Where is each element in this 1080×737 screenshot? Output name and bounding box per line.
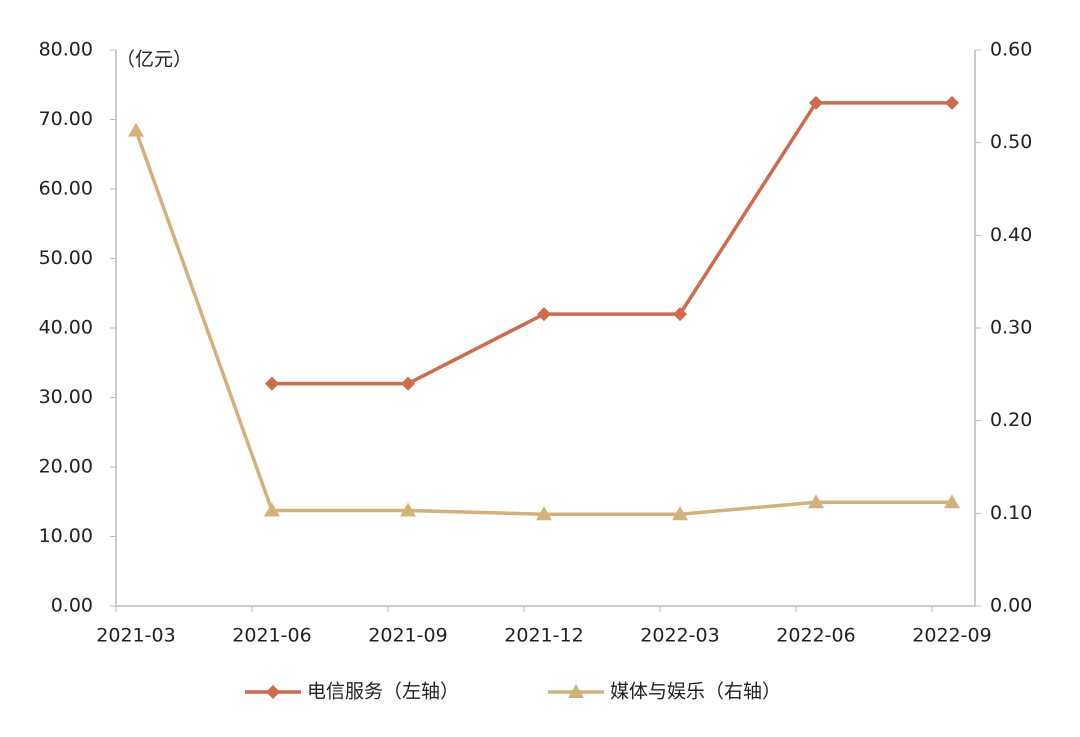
y2-tick-label: 0.50 [990, 131, 1032, 153]
point [400, 502, 416, 517]
y-tick-label: 10.00 [39, 525, 93, 547]
point [672, 506, 688, 521]
point [536, 506, 552, 521]
y2-tick-label: 0.00 [990, 595, 1032, 617]
point [265, 376, 279, 391]
y-tick-label: 60.00 [39, 178, 93, 200]
y-unit-label: （亿元） [116, 49, 192, 71]
legend-label: 电信服务（左轴） [307, 681, 459, 703]
point [673, 307, 687, 322]
x-tick-label: 2021-09 [368, 625, 447, 647]
series-line [134, 130, 952, 517]
series-line [272, 101, 952, 386]
y2-tick-label: 0.20 [990, 409, 1032, 431]
y-tick-label: 30.00 [39, 386, 93, 408]
y-tick-label: 50.00 [39, 247, 93, 269]
x-tick-label: 2022-09 [912, 625, 991, 647]
x-tick-label: 2022-06 [776, 625, 855, 647]
point [537, 307, 551, 322]
point [945, 95, 959, 110]
x-tick-label: 2021-12 [504, 625, 583, 647]
y-tick-label: 70.00 [39, 108, 93, 130]
y-tick-label: 0.00 [51, 595, 93, 617]
y-tick-label: 20.00 [39, 456, 93, 478]
y2-tick-label: 0.10 [990, 502, 1032, 524]
point [264, 502, 280, 517]
x-tick-label: 2022-03 [640, 625, 719, 647]
y2-tick-label: 0.30 [990, 317, 1032, 339]
legend-marker [568, 684, 584, 698]
legend-label: 媒体与娱乐（右轴） [610, 681, 781, 703]
point [809, 95, 823, 110]
legend-marker [266, 685, 280, 699]
point [808, 494, 824, 509]
x-tick-label: 2021-03 [96, 625, 175, 647]
y2-tick-label: 0.60 [990, 39, 1032, 61]
x-tick-label: 2021-06 [232, 625, 311, 647]
point [401, 376, 415, 391]
y-tick-label: 40.00 [39, 317, 93, 339]
y-tick-label: 80.00 [39, 39, 93, 61]
point [944, 494, 960, 509]
point [128, 122, 144, 137]
y2-tick-label: 0.40 [990, 224, 1032, 246]
